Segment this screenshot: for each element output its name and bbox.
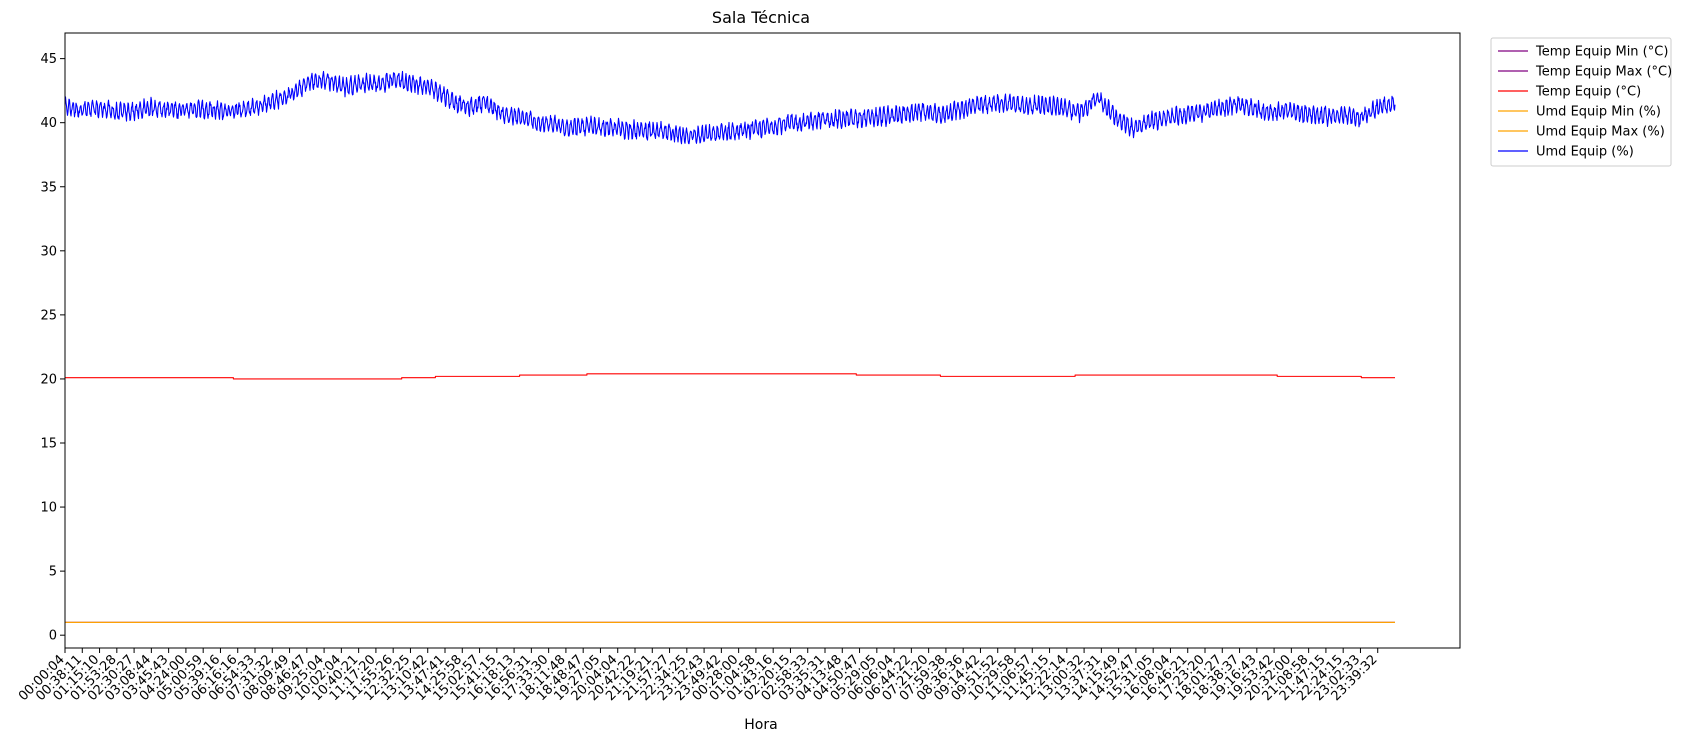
series-line-2 [65,373,1395,380]
legend-label: Temp Equip Min (°C) [1535,45,1668,60]
y-tick-label: 40 [40,116,57,131]
y-tick-label: 10 [40,501,57,516]
legend-label: Umd Equip Min (%) [1536,105,1661,120]
y-axis: 0 5 10 15 20 25 30 35 40 45 [40,52,65,644]
y-tick-label: 35 [40,180,57,195]
y-tick-label: 20 [40,372,57,387]
plot-frame [64,32,1461,649]
x-axis: 00:00:0400:38:1101:15:1001:53:2802:30:27… [16,648,1381,704]
y-tick-label: 5 [49,565,57,580]
y-tick-label: 15 [40,437,57,452]
y-tick-label: 30 [40,244,57,259]
legend: Temp Equip Min (°C) Temp Equip Max (°C) Te… [1490,37,1672,167]
legend-label: Umd Equip (%) [1536,145,1634,160]
y-tick-label: 0 [49,629,57,644]
plot-area [64,70,1396,623]
chart-title: Sala Técnica [712,8,810,27]
series-line-5 [64,70,1396,145]
legend-label: Temp Equip Max (°C) [1535,65,1672,80]
y-tick-label: 45 [40,52,57,67]
legend-box [1490,37,1672,167]
legend-label: Umd Equip Max (%) [1536,125,1665,140]
x-axis-title: Hora [744,717,777,733]
legend-label: Temp Equip (°C) [1535,85,1641,100]
y-tick-label: 25 [40,308,57,323]
